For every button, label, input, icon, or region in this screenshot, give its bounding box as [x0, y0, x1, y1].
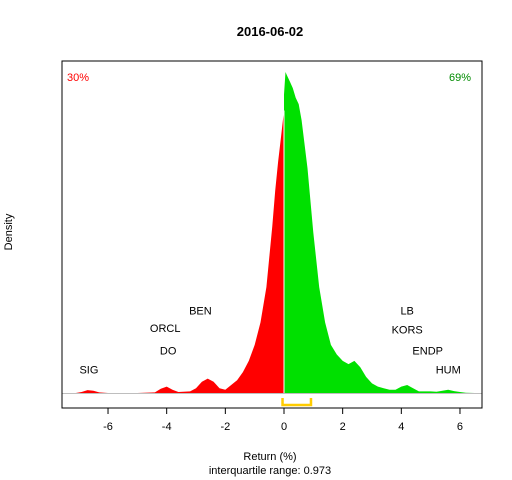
ticker-label-ben: BEN: [189, 305, 212, 317]
negative-share-label: 30%: [67, 72, 89, 84]
ticker-label-do: DO: [160, 345, 177, 357]
plot-frame: [61, 60, 483, 409]
ticker-label-lb: LB: [400, 305, 413, 317]
ticker-label-hum: HUM: [436, 365, 461, 377]
x-axis-label: Return (%): [243, 451, 296, 463]
positive-density-area: [284, 72, 475, 393]
x-tick-label: -6: [103, 421, 113, 433]
x-tick-label: -4: [162, 421, 172, 433]
positive-share-label: 69%: [449, 72, 471, 84]
negative-density-area: [75, 110, 284, 393]
ticker-label-orcl: ORCL: [150, 323, 181, 335]
x-tick-label: 4: [398, 421, 404, 433]
x-tick-label: 2: [340, 421, 346, 433]
iqr-subtitle: interquartile range: 0.973: [209, 465, 331, 477]
iqr-bracket: [281, 398, 313, 407]
x-tick-label: 6: [457, 421, 463, 433]
chart-title: 2016-06-02: [237, 24, 304, 39]
ticker-label-kors: KORS: [392, 325, 423, 337]
x-tick-label: -2: [220, 421, 230, 433]
ticker-label-sig: SIG: [79, 365, 98, 377]
ticker-label-endp: ENDP: [412, 345, 443, 357]
x-tick-label: 0: [281, 421, 287, 433]
y-axis-label: Density: [3, 213, 15, 250]
